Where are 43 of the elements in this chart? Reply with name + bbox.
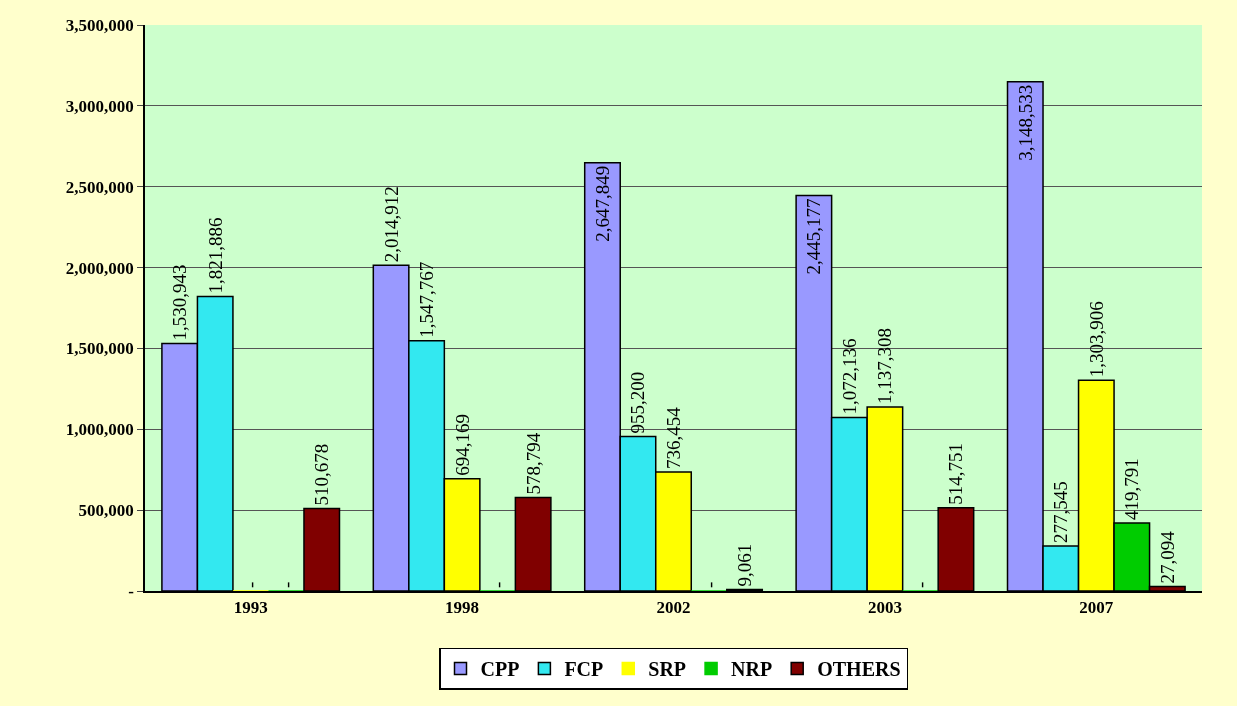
data-label: 3,148,533 [1014, 84, 1036, 161]
legend-label: CPP [480, 658, 520, 681]
data-label: 277,545 [1050, 481, 1072, 544]
data-label: - [240, 581, 262, 588]
data-label: - [275, 581, 297, 588]
x-tick-label: 2002 [656, 598, 691, 618]
data-label: 694,169 [451, 413, 473, 476]
data-label: 578,794 [522, 432, 544, 495]
y-tick-label: 2,000,000 [65, 258, 134, 278]
data-label: 1,821,886 [204, 217, 226, 294]
data-label: 2,445,177 [803, 198, 825, 275]
y-tick-label: 1,000,000 [65, 420, 134, 440]
data-label: 736,454 [663, 406, 684, 469]
y-tick-label: 500,000 [78, 501, 134, 521]
y-tick-label: - [128, 581, 135, 601]
y-tick-label: 3,000,000 [65, 96, 134, 116]
data-label: 510,678 [311, 443, 333, 506]
y-tick-label: 2,500,000 [65, 177, 134, 197]
data-label: 1,072,136 [838, 338, 860, 415]
x-tick-label: 2003 [867, 598, 902, 618]
data-label: 1,530,943 [169, 264, 191, 341]
x-tick-label: 1998 [445, 598, 480, 618]
y-tick-label: 1,500,000 [65, 339, 134, 359]
data-label: 9,061 [734, 543, 756, 587]
y-tick-label: 3,500,000 [65, 15, 134, 35]
data-label: 2,647,849 [591, 165, 613, 242]
data-label: 2,014,912 [380, 186, 402, 263]
data-label: - [487, 581, 509, 588]
x-tick-label: 1993 [233, 598, 268, 618]
data-label: 1,547,767 [416, 261, 438, 338]
data-label: 514,751 [945, 443, 967, 505]
data-label: 955,200 [627, 371, 649, 434]
legend-label: FCP [564, 658, 604, 681]
data-label: 1,303,906 [1085, 301, 1107, 378]
legend-label: NRP [731, 658, 773, 681]
data-label: - [909, 581, 931, 588]
legend-label: OTHERS [817, 658, 901, 681]
data-label: - [698, 581, 720, 588]
legend-label: SRP [648, 658, 687, 681]
data-label: 419,791 [1121, 458, 1143, 521]
data-label: 27,094 [1156, 530, 1178, 584]
x-tick-label: 2007 [1079, 598, 1114, 618]
data-label: 1,137,308 [874, 328, 896, 405]
